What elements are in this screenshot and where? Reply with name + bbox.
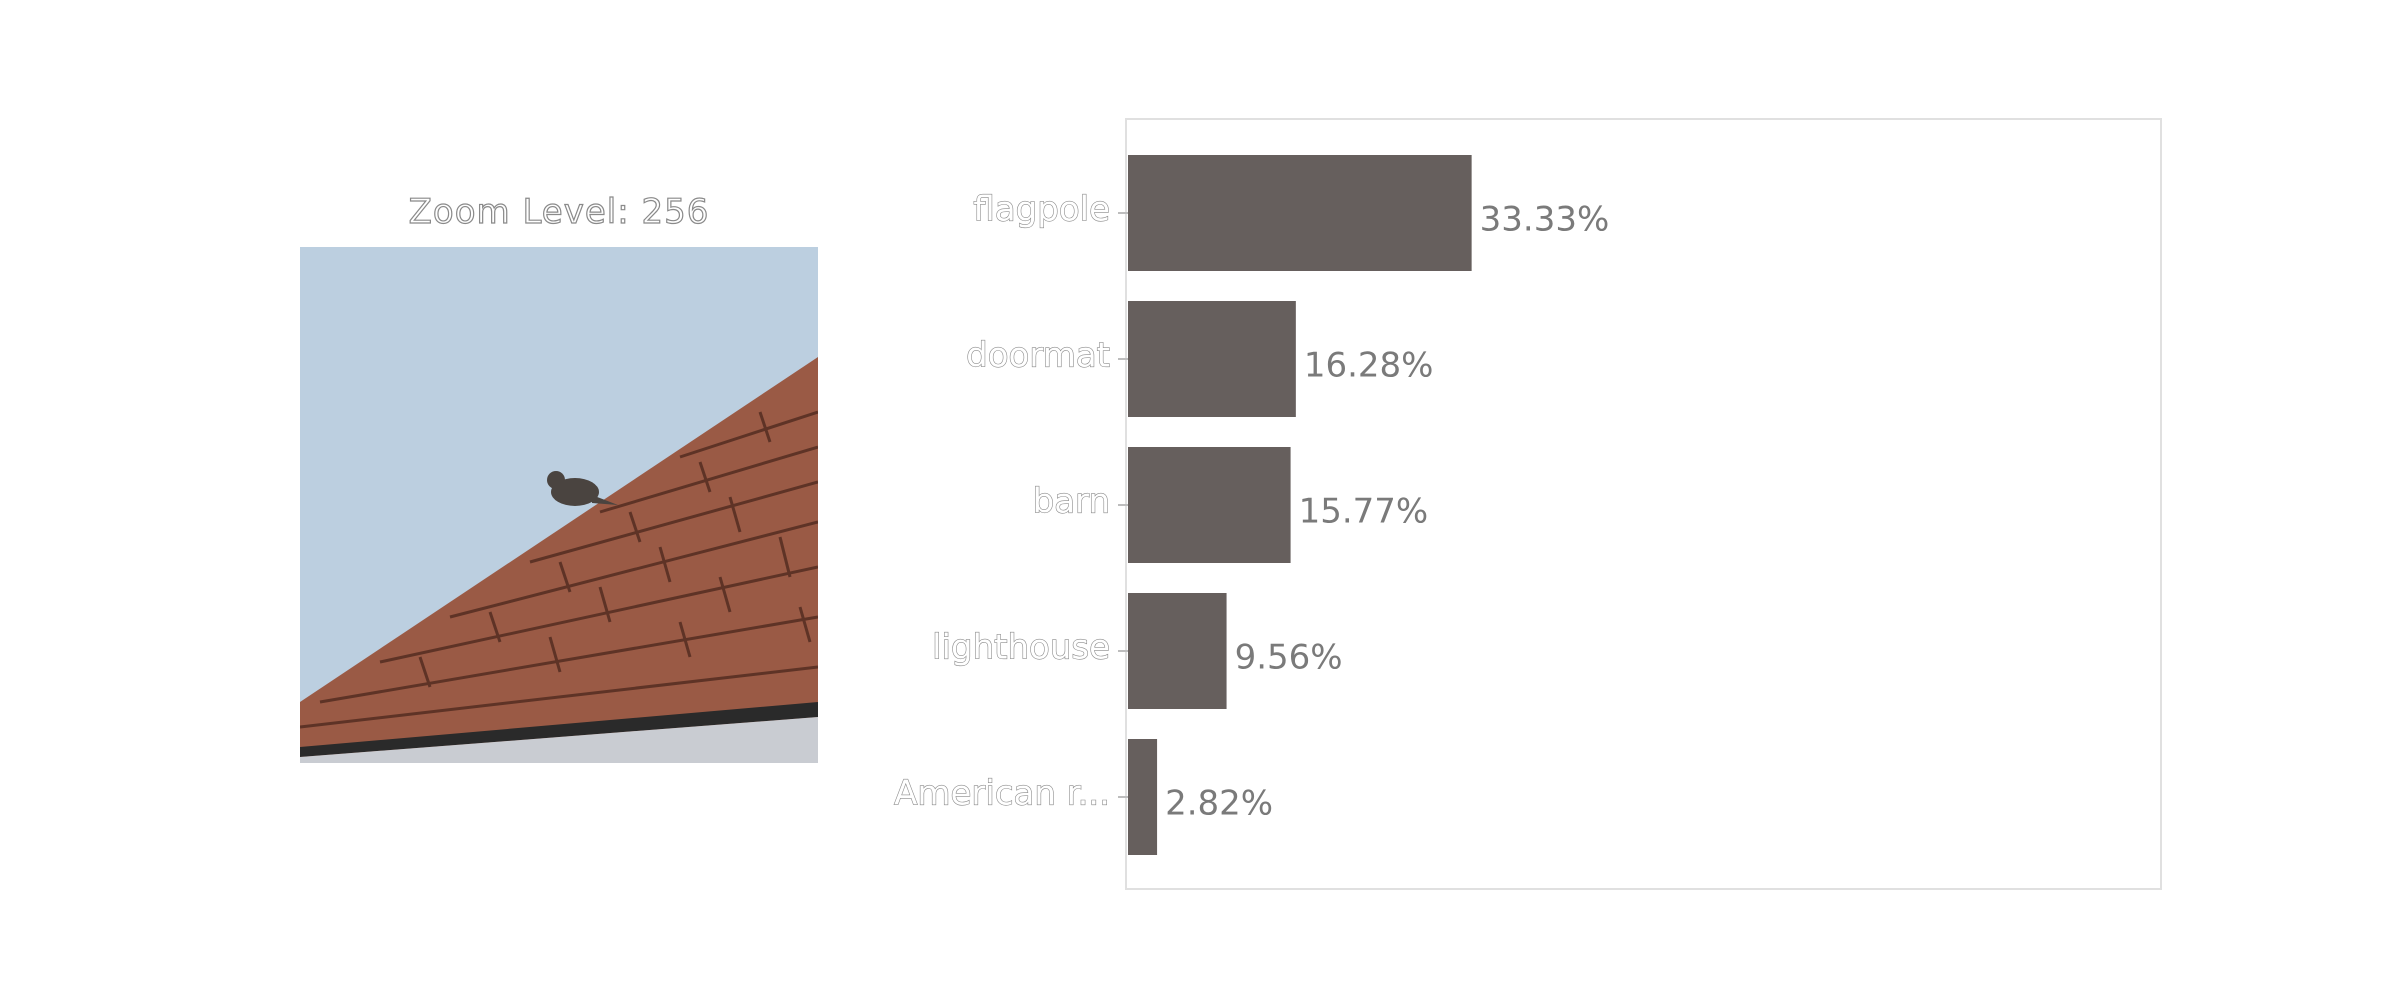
bar-2 <box>1128 447 1291 563</box>
bar-4 <box>1128 739 1158 855</box>
fascia <box>300 717 818 763</box>
value-label-3: 9.56% <box>1235 638 1343 678</box>
value-label-0: 33.33% <box>1480 200 1610 240</box>
value-label-2: 15.77% <box>1299 492 1429 532</box>
bar-3 <box>1128 593 1227 709</box>
category-label-4: American r... <box>894 774 1110 814</box>
bar-0 <box>1128 155 1472 271</box>
roof <box>300 357 818 763</box>
bar-1 <box>1128 301 1296 417</box>
category-label-1: doormat <box>966 336 1110 376</box>
value-label-4: 2.82% <box>1165 784 1273 824</box>
category-label-0: flagpole <box>973 190 1110 230</box>
category-label-3: lighthouse <box>932 628 1110 668</box>
zoom-level-title: Zoom Level: 256 <box>408 191 710 232</box>
category-label-2: barn <box>1033 482 1110 522</box>
shingle-lines <box>300 410 818 729</box>
gutter <box>300 702 818 757</box>
bird-on-roof-photo <box>300 247 818 763</box>
bird <box>547 471 618 506</box>
value-label-1: 16.28% <box>1304 346 1434 386</box>
